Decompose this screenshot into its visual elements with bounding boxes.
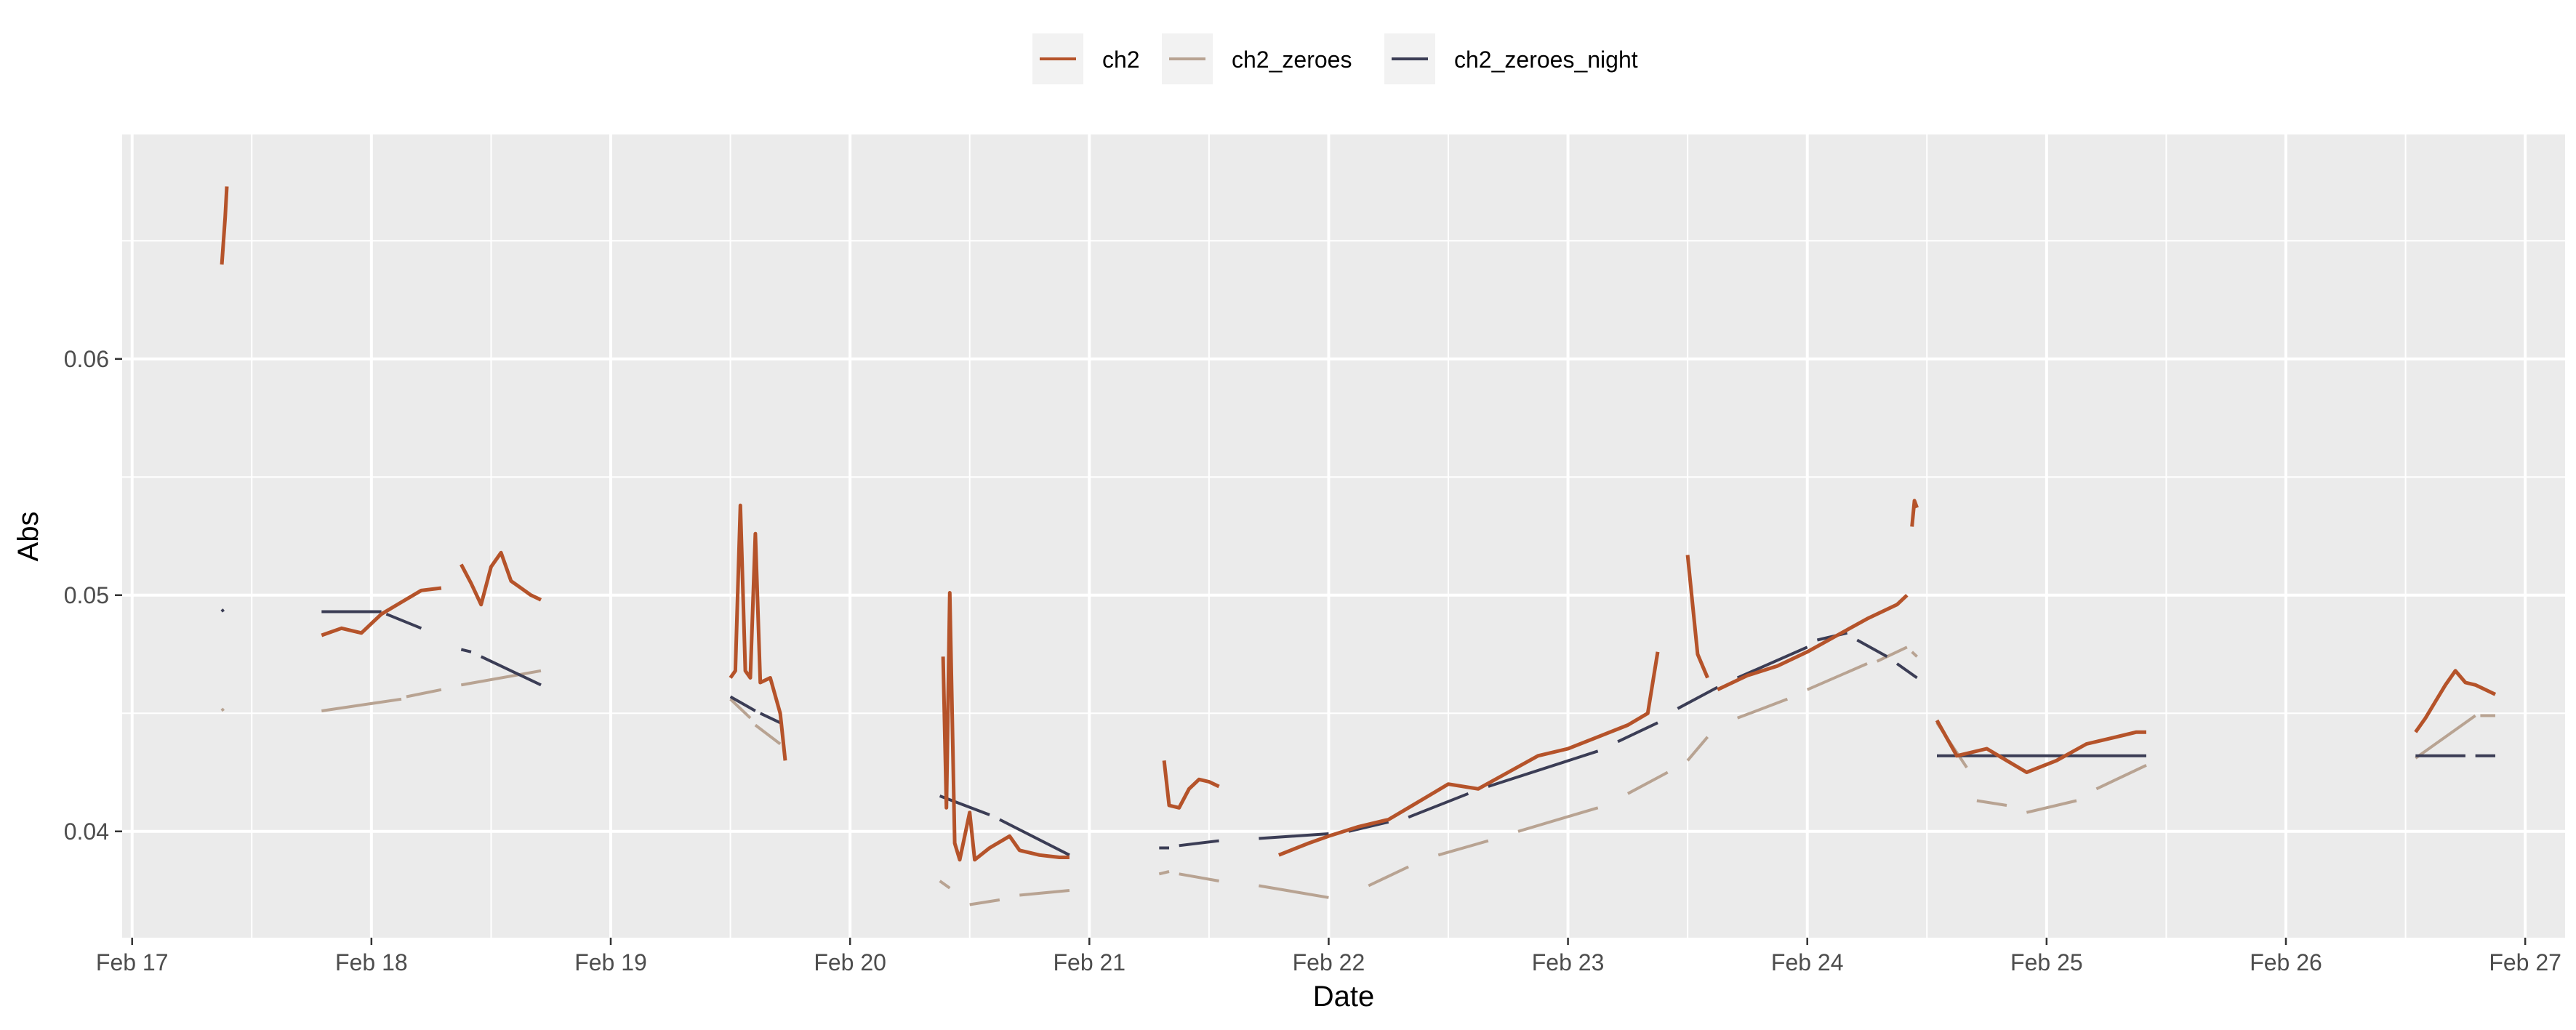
series-line-segment	[220, 608, 225, 613]
x-tick-label: Feb 24	[1771, 949, 1844, 975]
series-line-segment	[1717, 593, 1909, 692]
series-line-segment	[1019, 889, 1070, 897]
series-line-segment	[1856, 638, 1888, 659]
series-line-segment	[1736, 697, 1789, 720]
series-line-segment	[1517, 806, 1599, 833]
legend-label: ch2	[1102, 47, 1140, 73]
legend-item-ch2_zeroes: ch2_zeroes	[1162, 33, 1352, 84]
series-line-segment	[1179, 839, 1219, 848]
plot-panel	[122, 134, 2565, 938]
series-line-segment	[1162, 760, 1220, 810]
legend-item-ch2_zeroes_night: ch2_zeroes_night	[1384, 33, 1638, 84]
series-line-segment	[1911, 651, 1918, 658]
x-tick-label: Feb 23	[1532, 949, 1605, 975]
x-axis: Feb 17 Feb 18 Feb 19 Feb 20 Feb 21 Feb 22 Feb …	[96, 938, 2561, 975]
series-line-segment	[321, 586, 442, 637]
series-line-segment	[1408, 792, 1469, 819]
series-line-segment	[1685, 555, 1709, 679]
series-line-segment	[729, 698, 752, 720]
series-line-segment	[321, 697, 402, 712]
x-tick-label: Feb 19	[574, 949, 647, 975]
series-line-segment	[969, 898, 1000, 906]
series-line-segment	[1259, 884, 1329, 899]
y-tick-label: 0.06	[64, 346, 109, 372]
series-line-segment	[220, 186, 229, 265]
y-tick-label: 0.04	[64, 818, 109, 845]
x-tick-label: Feb 27	[2489, 949, 2561, 975]
legend: ch2 ch2_zeroes ch2_zeroes_night	[1032, 33, 1638, 84]
series-line-segment	[754, 723, 782, 746]
x-tick-label: Feb 26	[2250, 949, 2322, 975]
series-line-segment	[1179, 872, 1219, 882]
x-tick-label: Feb 20	[814, 949, 886, 975]
series-line-segment	[1488, 749, 1599, 788]
series-line-segment	[460, 550, 542, 607]
series-line-segment	[1806, 662, 1868, 691]
series-line-segment	[1368, 865, 1409, 888]
x-tick-label: Feb 21	[1053, 949, 1126, 975]
series-line-segment	[1935, 719, 2146, 774]
x-tick-label: Feb 18	[335, 949, 408, 975]
x-tick-label: Feb 22	[1293, 949, 1365, 975]
legend-item-ch2: ch2	[1032, 33, 1140, 84]
series-line-segment	[1895, 662, 1918, 680]
series-line-segment	[1158, 870, 1170, 876]
series-line-segment	[759, 712, 781, 725]
series-line-segment	[2415, 714, 2476, 760]
x-tick-label: Feb 17	[96, 949, 169, 975]
series-line-segment	[1686, 736, 1709, 762]
series-line-segment	[460, 669, 542, 687]
series-ch2_zeroes	[220, 645, 2495, 906]
series-line-segment	[2414, 669, 2497, 733]
series-line-segment	[1876, 645, 1908, 663]
series-line-segment	[729, 503, 787, 761]
legend-label: ch2_zeroes_night	[1454, 47, 1638, 73]
series-line-segment	[1277, 651, 1660, 857]
legend-label: ch2_zeroes	[1232, 47, 1352, 73]
series-line-segment	[1617, 721, 1658, 744]
series-line-segment	[2095, 763, 2147, 791]
series-line-segment	[460, 648, 472, 653]
x-axis-title: Date	[1313, 981, 1375, 1013]
series-line-segment	[385, 612, 422, 630]
series-line-segment	[406, 688, 442, 699]
series-line-segment	[1259, 832, 1329, 840]
y-axis-title: Abs	[12, 512, 44, 562]
series-line-segment	[480, 655, 542, 687]
series-ch2	[220, 186, 2497, 862]
y-axis: 0.04 0.05 0.06	[64, 346, 122, 845]
series-line-segment	[1976, 799, 2007, 807]
x-tick-label: Feb 25	[2010, 949, 2083, 975]
series-line-segment	[1736, 645, 1808, 680]
series-line-segment	[729, 695, 756, 712]
series-line-segment	[220, 707, 225, 712]
series-line-segment	[941, 591, 1070, 862]
series-line-segment	[939, 880, 951, 890]
minor-gridlines	[122, 134, 2565, 938]
series-line-segment	[1677, 685, 1719, 710]
y-tick-label: 0.05	[64, 582, 109, 608]
series-line-segment	[1437, 839, 1489, 857]
series-line-segment	[1626, 771, 1669, 795]
series-line-segment	[1348, 820, 1389, 833]
series-line-segment	[998, 818, 1070, 857]
series-line-segment	[2026, 799, 2077, 814]
series-line-segment	[1910, 499, 1919, 527]
series-layer	[220, 186, 2497, 906]
